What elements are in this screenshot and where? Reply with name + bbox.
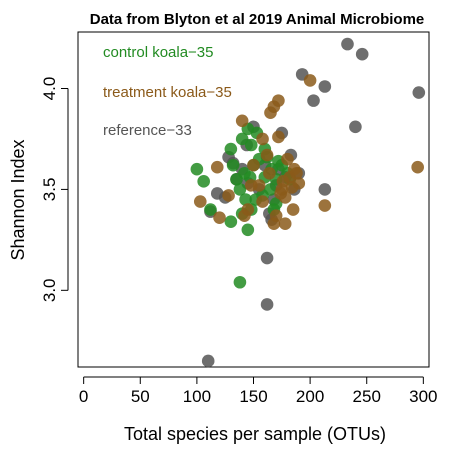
data-point-treatment <box>244 179 258 192</box>
data-point-treatment <box>193 195 207 208</box>
data-point-treatment <box>269 209 283 222</box>
legend: control koala−35 treatment koala−35 refere… <box>103 44 232 139</box>
data-point-treatment <box>411 160 424 174</box>
x-tick-label: 50 <box>131 387 150 406</box>
data-point-control <box>224 215 238 228</box>
data-point-control <box>226 158 240 172</box>
data-point-treatment <box>256 195 269 208</box>
data-point-control <box>235 132 249 146</box>
data-point-control <box>233 275 247 289</box>
data-point-treatment <box>213 211 226 224</box>
data-point-treatment <box>260 148 274 162</box>
y-axis: 3.0 3.5 4.0 <box>40 77 69 302</box>
x-tick-label: 150 <box>239 387 267 406</box>
legend-entry-treatment: treatment koala−35 <box>103 84 232 101</box>
data-point-reference <box>349 120 362 134</box>
plot-frame <box>77 31 430 368</box>
y-tick-label: 4.0 <box>40 77 59 101</box>
x-tick-label: 100 <box>183 387 211 406</box>
data-point-reference <box>341 37 354 51</box>
data-point-treatment <box>256 132 269 146</box>
x-tick-label: 0 <box>79 387 88 406</box>
data-point-treatment <box>274 187 287 200</box>
data-point-treatment <box>247 158 260 172</box>
chart-title: Data from Blyton et al 2019 Animal Micro… <box>90 11 425 28</box>
y-tick-label: 3.5 <box>40 178 59 202</box>
data-point-control <box>230 173 243 186</box>
data-point-treatment <box>238 209 251 222</box>
data-point-reference <box>260 298 274 311</box>
data-point-treatment <box>272 130 285 144</box>
data-point-control <box>241 223 255 237</box>
data-point-treatment <box>290 166 303 180</box>
data-point-control <box>197 175 210 188</box>
data-point-reference <box>412 86 426 99</box>
x-axis-label: Total species per sample (OTUs) <box>124 424 386 444</box>
data-point-reference <box>260 251 274 265</box>
data-point-treatment <box>235 114 249 128</box>
x-tick-label: 300 <box>409 387 437 406</box>
data-point-treatment <box>222 189 235 202</box>
x-axis: 0 50 100 150 200 250 300 <box>79 376 438 406</box>
data-point-reference <box>201 354 215 368</box>
data-point-treatment <box>318 199 332 212</box>
data-point-treatment <box>286 203 300 216</box>
points-layer <box>190 37 426 368</box>
data-point-control <box>244 138 258 152</box>
x-tick-label: 200 <box>296 387 324 406</box>
y-axis-label: Shannon Index <box>8 139 28 260</box>
data-point-treatment <box>303 74 317 87</box>
data-point-reference <box>355 47 369 61</box>
data-point-control <box>190 162 204 176</box>
legend-entry-reference: reference−33 <box>103 122 192 139</box>
data-point-reference <box>307 94 320 107</box>
data-point-reference <box>318 183 332 196</box>
data-point-treatment <box>272 94 285 107</box>
data-point-treatment <box>285 181 299 194</box>
series-reference <box>201 37 426 368</box>
data-point-control <box>239 193 252 206</box>
data-point-control <box>224 142 238 156</box>
y-tick-label: 3.0 <box>40 278 59 302</box>
x-tick-label: 250 <box>353 387 381 406</box>
data-point-treatment <box>278 217 292 231</box>
data-point-treatment <box>210 160 224 174</box>
data-point-treatment <box>263 166 276 180</box>
legend-entry-control: control koala−35 <box>103 44 214 61</box>
series-treatment <box>193 74 424 231</box>
data-point-control <box>204 203 217 216</box>
data-point-treatment <box>281 152 294 166</box>
data-point-control <box>233 183 247 196</box>
data-point-reference <box>318 80 332 93</box>
data-point-treatment <box>276 175 290 188</box>
